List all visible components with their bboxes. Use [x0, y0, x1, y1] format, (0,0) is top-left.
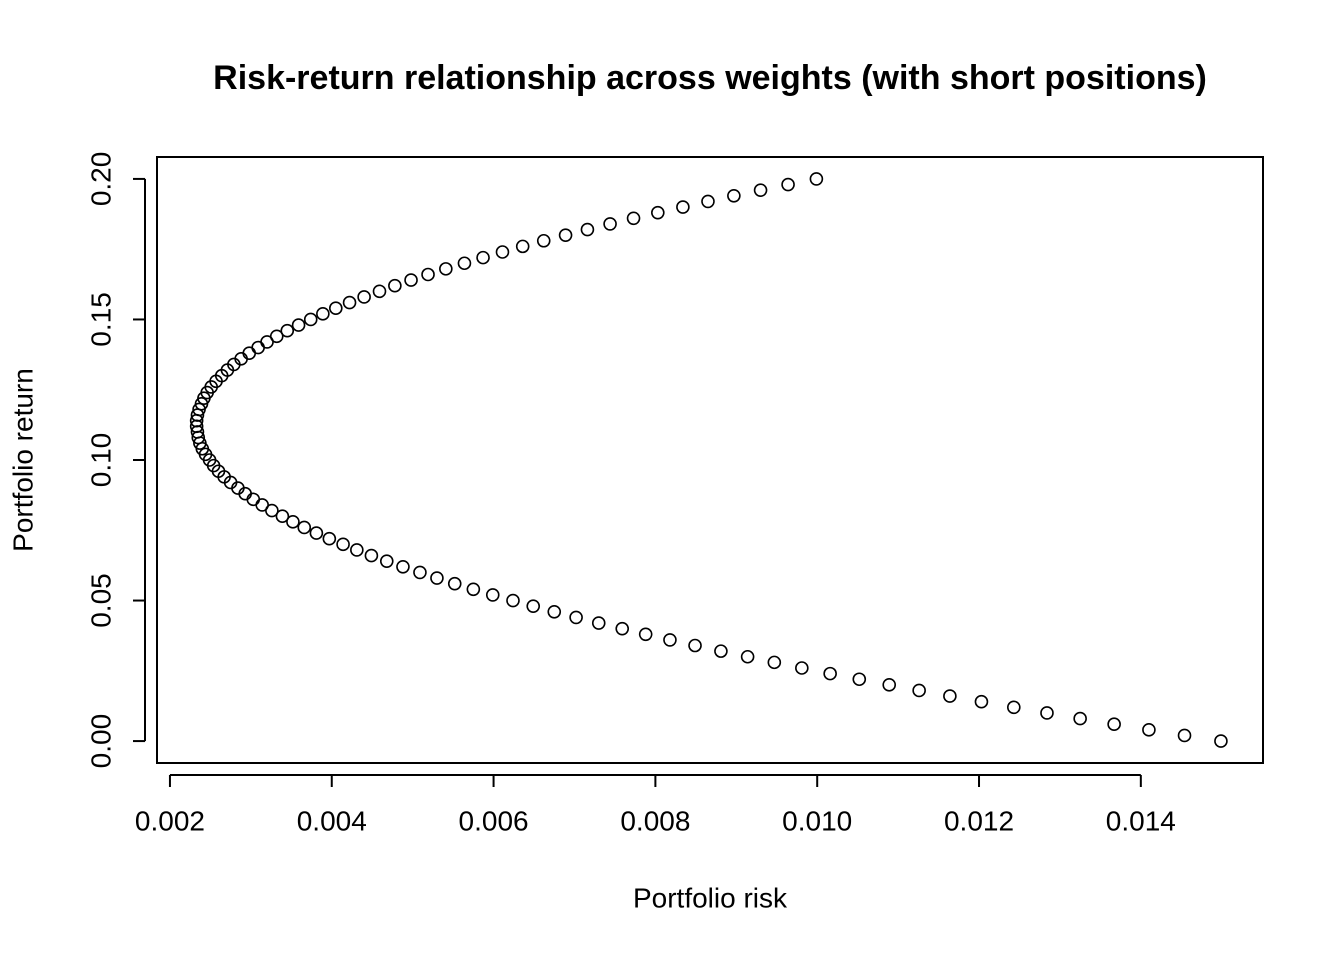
point: [457, 256, 472, 271]
point: [753, 183, 768, 197]
point: [558, 228, 573, 242]
point: [591, 616, 606, 630]
point: [379, 554, 394, 568]
point: [943, 689, 957, 703]
point: [781, 177, 795, 192]
point: [364, 548, 379, 563]
point: [336, 537, 350, 552]
x-axis-label: Portfolio risk: [633, 882, 788, 913]
point: [580, 222, 595, 237]
point: [297, 520, 312, 535]
point: [615, 621, 630, 636]
point: [1107, 717, 1121, 732]
point: [388, 278, 402, 293]
point: [303, 312, 318, 327]
point: [603, 217, 617, 231]
point: [795, 661, 809, 675]
x-tick-label: 0.014: [1106, 805, 1176, 836]
point: [495, 245, 510, 259]
chart-title: Risk-return relationship across weights …: [213, 59, 1207, 97]
point: [701, 194, 715, 209]
point: [357, 290, 371, 304]
point: [396, 560, 410, 574]
point: [1007, 700, 1021, 715]
point: [740, 649, 755, 664]
point: [342, 295, 357, 310]
x-tick-label: 0.002: [135, 805, 205, 836]
point: [506, 593, 520, 608]
point: [823, 666, 837, 681]
point: [688, 638, 702, 653]
point: [439, 262, 453, 276]
y-axis-label: Portfolio return: [7, 368, 38, 552]
point: [350, 543, 364, 557]
point: [413, 565, 427, 580]
point: [852, 672, 867, 687]
point: [309, 526, 324, 540]
point: [974, 694, 989, 709]
point: [372, 284, 387, 299]
y-tick-label: 0.20: [85, 152, 116, 207]
point: [638, 627, 653, 642]
y-tick-label: 0.10: [85, 433, 116, 488]
point: [286, 515, 300, 529]
point: [912, 683, 926, 698]
x-tick-label: 0.006: [459, 805, 529, 836]
point: [882, 678, 897, 692]
point: [727, 188, 741, 203]
point: [676, 200, 690, 214]
y-tick-label: 0.00: [85, 714, 116, 769]
point: [714, 644, 728, 658]
point: [663, 633, 677, 647]
y-tick-label: 0.05: [85, 573, 116, 628]
point: [1177, 728, 1192, 743]
y-tick-label: 0.15: [85, 292, 116, 347]
point: [280, 323, 295, 338]
point: [329, 301, 343, 316]
point: [322, 531, 337, 546]
point: [316, 307, 330, 321]
point: [809, 172, 824, 186]
point: [547, 604, 562, 619]
point: [1040, 706, 1054, 720]
point: [767, 655, 782, 670]
point: [1073, 711, 1087, 726]
point: [476, 250, 490, 265]
point: [269, 329, 284, 344]
plot-frame: [156, 156, 1264, 764]
point: [536, 233, 551, 248]
point: [485, 588, 500, 602]
point: [651, 205, 665, 220]
x-tick-label: 0.010: [782, 805, 852, 836]
point: [421, 267, 435, 282]
point: [515, 239, 530, 254]
point: [430, 571, 444, 585]
point: [569, 610, 583, 625]
point: [1142, 723, 1156, 737]
x-tick-label: 0.008: [620, 805, 690, 836]
point: [626, 211, 641, 226]
point: [526, 599, 541, 613]
point: [291, 318, 306, 332]
point: [447, 576, 462, 591]
x-tick-label: 0.012: [944, 805, 1014, 836]
point: [404, 273, 418, 287]
point: [1214, 734, 1228, 748]
point: [466, 582, 481, 597]
x-tick-label: 0.004: [297, 805, 367, 836]
point: [275, 509, 290, 524]
